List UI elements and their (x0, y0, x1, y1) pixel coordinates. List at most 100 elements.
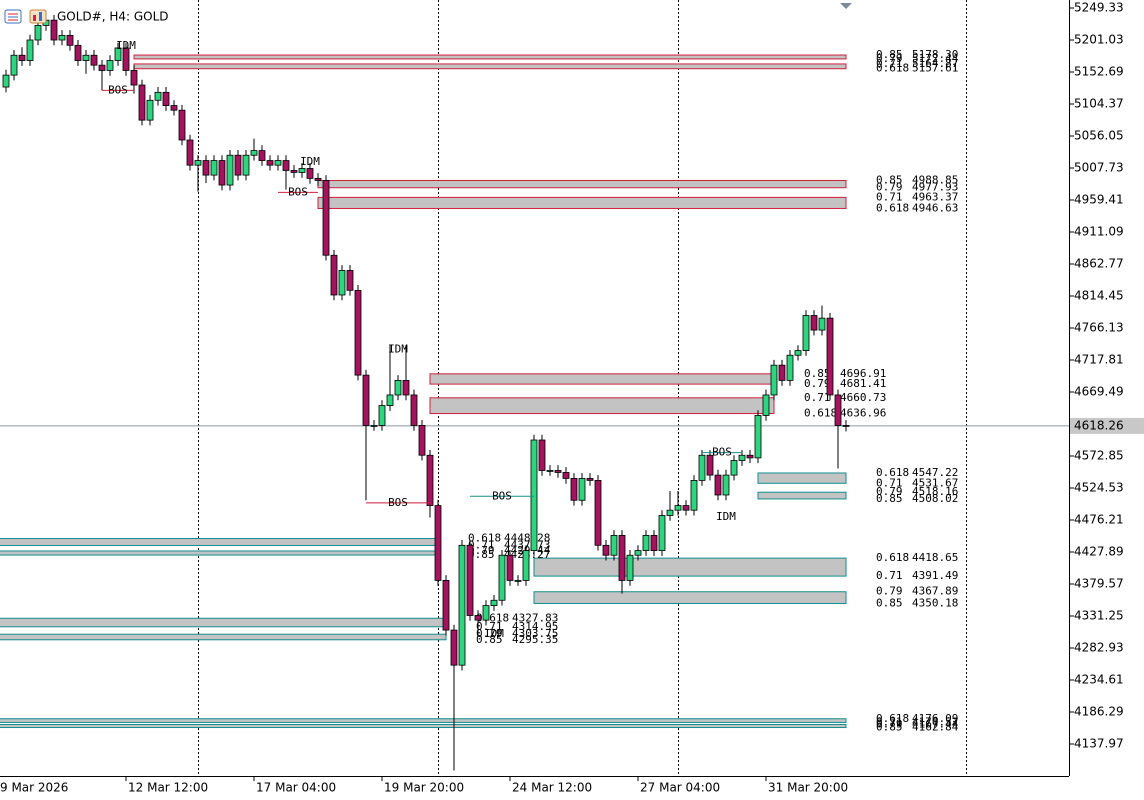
zone (0, 617, 447, 628)
candle-body (658, 515, 666, 552)
candle-body (826, 317, 834, 396)
candle-body (458, 544, 466, 666)
zone-fib-label: 0.79 (468, 544, 495, 557)
candle-body (714, 474, 722, 496)
candle-body (146, 99, 154, 121)
day-separators (198, 0, 967, 776)
candle-body (282, 160, 290, 171)
candle-body (562, 472, 570, 479)
bos-label: BOS (492, 489, 512, 502)
y-tick-label: 4137.97 (1074, 737, 1124, 751)
zone (0, 633, 447, 641)
candle-body (634, 550, 642, 556)
candle-body (2, 74, 10, 88)
candle-body (194, 160, 202, 166)
candle-body (362, 374, 370, 426)
candle-body (650, 534, 658, 552)
idm-label: IDM (716, 510, 736, 523)
idm-label: IDM (300, 155, 320, 168)
zone-fib-label: 0.71 (468, 538, 495, 551)
zone-price-label: 5172.44 (912, 52, 959, 65)
candle-body (786, 354, 794, 381)
zone-fib-label: 0.79 (876, 485, 903, 498)
y-tick-label: 4572.85 (1074, 449, 1124, 463)
zone-price-label: 4636.96 (840, 407, 886, 420)
y-tick-label: 4331.25 (1074, 609, 1124, 623)
zone-price-label: 4508.02 (912, 492, 958, 505)
candle-body (698, 454, 706, 481)
zone-fib-label: 0.85 (476, 633, 503, 646)
zone-price-label: 4350.18 (912, 596, 958, 609)
candle-body (642, 534, 650, 552)
candle-body (754, 415, 762, 459)
candle-body (498, 554, 506, 601)
candle-body (450, 629, 458, 666)
zone-price-label: 4696.91 (840, 367, 886, 380)
candle-body (106, 60, 114, 71)
candle-body (690, 480, 698, 511)
candle-body (762, 394, 770, 416)
candle-body (322, 180, 330, 256)
candle-body (354, 289, 362, 376)
candle-body (90, 54, 98, 66)
candle-body (402, 380, 410, 396)
zone-fib-label: 0.618 (876, 551, 909, 564)
candle-body (506, 554, 514, 581)
candle-body (154, 91, 162, 101)
y-tick-label: 4669.49 (1074, 385, 1124, 399)
zone-price-label: 4977.93 (912, 181, 958, 194)
candle-body (610, 534, 618, 556)
icon-bar (39, 12, 42, 21)
candle-body (10, 54, 18, 76)
candle-body (802, 315, 810, 352)
zone-price-label: 4531.67 (912, 476, 958, 489)
candle-body (330, 254, 338, 296)
candle-body (570, 478, 578, 501)
candle-body (482, 605, 490, 621)
candle-body (554, 470, 562, 473)
candle-body (674, 505, 682, 511)
zone (429, 373, 775, 385)
y-tick-label: 4911.09 (1074, 225, 1124, 239)
zone (0, 537, 439, 546)
zone-fib-label: 0.71 (804, 391, 831, 404)
x-tick-label: 17 Mar 04:00 (256, 781, 336, 795)
y-tick-label: 4427.89 (1074, 545, 1124, 559)
candle-body (490, 599, 498, 606)
candle-body (426, 454, 434, 506)
candle-body (530, 439, 538, 552)
bos-label: BOS (108, 83, 128, 96)
candle-body (746, 454, 754, 459)
y-tick-label: 4524.53 (1074, 481, 1124, 495)
zone-price-label: 4391.49 (912, 569, 958, 582)
candle-body (306, 168, 314, 179)
zone-fib-label: 0.618 (876, 466, 909, 479)
candle-body (178, 109, 186, 141)
zone-price-label: 5178.30 (912, 48, 958, 61)
plot: 0.85 5178.300.79 5172.440.71 5164.870.618 51… (0, 10, 1069, 771)
zone-fib-label: 0.85 (804, 367, 831, 380)
candle-body (138, 84, 146, 121)
zone (0, 550, 439, 556)
candle-body (514, 580, 522, 582)
zone-price-label: 4167.44 (912, 717, 959, 730)
y-tick-label: 5249.33 (1074, 1, 1124, 15)
zone-price-label: 4946.63 (912, 201, 958, 214)
candle-body (122, 47, 130, 71)
candle-body (730, 460, 738, 476)
candle-body (378, 405, 386, 426)
zone (317, 180, 847, 189)
candle-body (594, 480, 602, 546)
candle-body (274, 160, 282, 166)
candle-body (666, 509, 674, 516)
zone (317, 196, 847, 209)
bos-label: BOS (712, 446, 732, 459)
zone (757, 491, 847, 500)
candle-body (682, 505, 690, 511)
zone-price-label: 5164.87 (912, 57, 958, 70)
toolbar-icons (4, 9, 47, 24)
candle-body (394, 380, 402, 396)
y-tick-label: 4862.77 (1074, 257, 1124, 271)
